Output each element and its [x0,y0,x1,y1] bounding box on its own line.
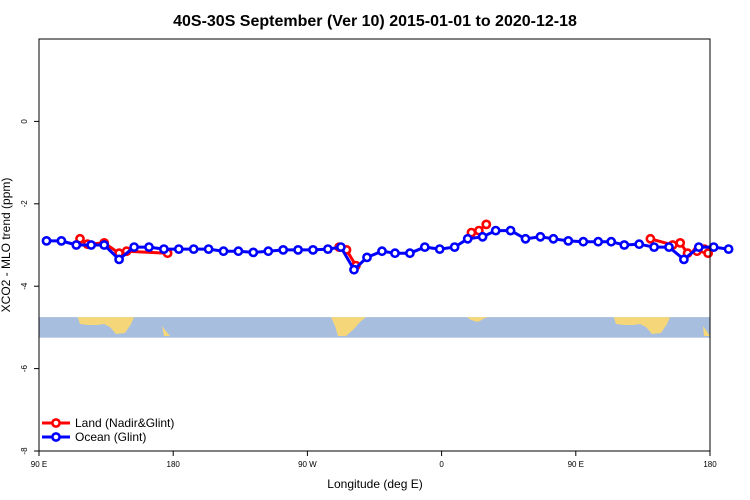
series-land [75,219,713,271]
data-point [263,246,274,257]
legend: Land (Nadir&Glint)Ocean (Glint) [42,416,174,444]
data-point [349,264,359,275]
data-point [86,240,97,250]
y-axis-label: XCO2 - MLO trend (ppm) [0,178,13,313]
land-shape [703,326,710,336]
y-tick-label: 0 [20,119,29,124]
x-tick-label: 0 [439,460,444,469]
data-point [481,219,492,230]
data-point [71,240,82,250]
y-axis: 0 -2 -4 -6 -8 [20,119,39,455]
data-point [563,235,574,246]
legend-label: Land (Nadir&Glint) [75,416,174,430]
land-shape [614,317,670,334]
legend-marker [51,432,61,442]
data-point [233,246,244,257]
land-shape [331,317,366,336]
data-point [335,242,346,252]
data-point [723,244,734,254]
data-point [248,247,259,258]
data-point [649,242,659,252]
data-point [99,240,110,250]
y-tick-label: -6 [20,364,29,372]
data-point [449,242,460,252]
y-tick-label: -4 [20,282,29,290]
chart-title: 40S-30S September (Ver 10) 2015-01-01 to… [173,13,577,30]
x-tick-label: 180 [167,460,181,469]
legend-marker [51,418,61,428]
data-point [41,235,52,246]
data-point [593,236,604,247]
data-point [578,236,589,247]
y-tick-label: -8 [20,447,29,455]
x-axis: 90 E 180 90 W 0 90 E 180 [31,451,717,469]
data-point [56,235,67,246]
x-axis-label: Longitude (deg E) [327,477,422,491]
data-point [158,244,169,254]
land-shape [162,326,170,336]
data-point [645,233,656,244]
data-point [173,244,184,254]
data-point [490,225,501,236]
data-point [404,248,415,259]
y-tick-label: -2 [20,200,29,208]
data-point [293,244,303,255]
data-point [619,240,630,250]
series-ocean [41,225,734,275]
data-point [520,233,531,244]
data-point [144,242,154,252]
data-point [606,236,617,247]
data-point [664,242,674,252]
data-point [419,242,430,252]
data-point [477,231,488,242]
legend-label: Ocean (Glint) [75,430,146,444]
x-tick-label: 90 W [298,460,317,469]
data-point [322,244,333,254]
data-point [188,244,199,254]
data-point [362,252,372,263]
data-point [708,242,719,252]
x-tick-label: 90 E [568,460,584,469]
plot-frame [38,38,711,452]
data-point [377,246,387,257]
data-point [434,244,445,254]
data-point [390,248,400,259]
data-point [129,242,139,252]
map-band [39,317,710,338]
x-tick-label: 90 E [31,460,47,469]
data-point [462,233,473,244]
land-shape [467,317,489,322]
series-layer [41,219,734,275]
data-point [218,246,229,257]
data-point [548,233,559,244]
land-shape [78,317,134,334]
data-point [203,244,214,254]
data-point [634,239,645,250]
data-point [693,242,704,252]
data-point [278,244,289,255]
data-point [308,244,318,255]
data-point [505,225,516,236]
data-point [679,254,689,265]
data-point [535,231,546,242]
data-point [675,237,686,248]
data-point [114,254,124,265]
ocean-band [39,317,710,338]
x-tick-label: 180 [703,460,717,469]
